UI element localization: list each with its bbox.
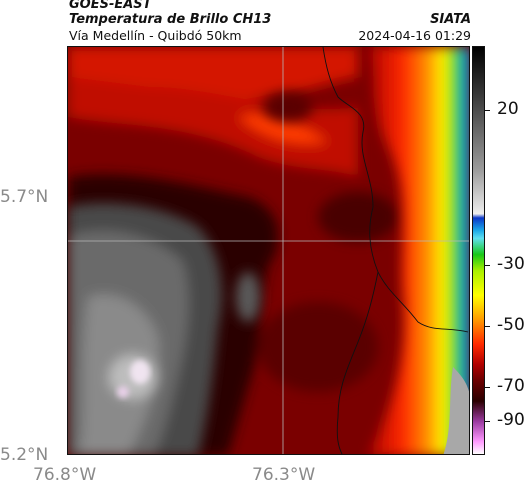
colorbar-label-minus-30: -30 <box>497 254 525 274</box>
gray-cloud-tops <box>68 203 260 454</box>
department-border <box>322 47 469 333</box>
colorbar-label-minus-70: -70 <box>497 376 525 396</box>
cold-overshoot <box>117 360 150 398</box>
colorbar-label-minus-90: -90 <box>497 410 525 430</box>
satellite-name: GOES-EAST <box>69 0 152 12</box>
clear-sky-edge <box>368 47 469 454</box>
warm-band-north <box>68 47 358 177</box>
colorbar-label-20: 20 <box>497 99 519 119</box>
lat-label-5-7: 5.7°N <box>0 187 49 207</box>
colorbar-tick <box>485 326 490 327</box>
product-title: Temperatura de Brillo CH13 <box>69 12 272 27</box>
municipal-border <box>336 271 379 454</box>
map-canvas <box>68 47 469 454</box>
organization-label: SIATA <box>430 12 471 27</box>
colorbar <box>472 46 485 455</box>
colorbar-label-minus-50: -50 <box>497 315 525 335</box>
timestamp-label: 2024-04-16 01:29 <box>358 28 471 43</box>
colorbar-tick <box>485 265 490 266</box>
colorbar-tick <box>485 387 490 388</box>
lat-label-5-2: 5.2°N <box>0 445 49 465</box>
colorbar-tick <box>485 110 490 111</box>
colorbar-tick <box>485 421 490 422</box>
route-subtitle: Vía Medellín - Quibdó 50km <box>69 28 242 43</box>
lon-label-76-8: 76.8°W <box>33 465 97 485</box>
warm-surface <box>443 367 469 454</box>
lon-label-76-3: 76.3°W <box>252 465 316 485</box>
brightness-temperature-map[interactable] <box>67 46 470 455</box>
